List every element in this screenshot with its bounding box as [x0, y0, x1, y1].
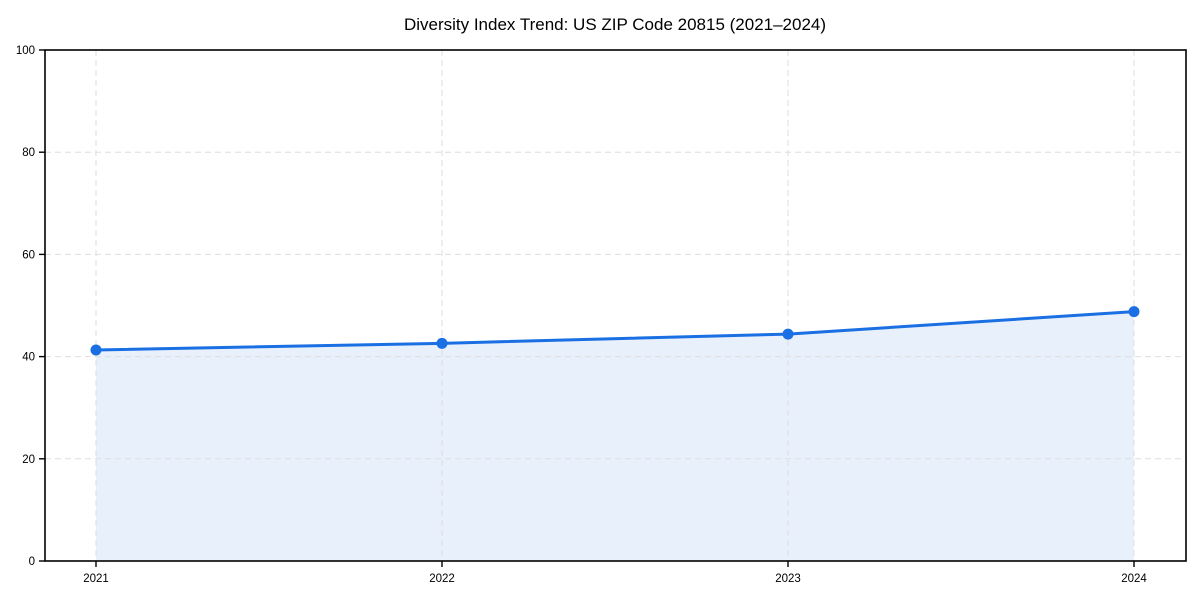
area-fill-layer: [96, 311, 1134, 561]
x-tick-label: 2023: [775, 573, 801, 585]
trend-line-layer: [94, 310, 1136, 352]
tick-labels-layer: 0 20 40 60 80 100 2021 2022 2023 2024: [16, 45, 1148, 585]
y-tick-label: 60: [22, 249, 35, 261]
trend-line: [94, 310, 1136, 352]
x-tick-label: 2021: [83, 573, 109, 585]
y-tick-label: 0: [29, 556, 35, 568]
plot-border: [44, 49, 1187, 562]
area-fill: [96, 311, 1134, 561]
axes-layer: [39, 49, 1187, 567]
data-points-layer: [90, 306, 1140, 356]
data-point: [436, 337, 448, 349]
x-tick-label: 2022: [429, 573, 455, 585]
y-tick-label: 20: [22, 454, 35, 466]
data-point: [90, 344, 102, 356]
data-point: [782, 328, 794, 340]
y-tick-label: 40: [22, 352, 35, 364]
chart-title: Diversity Index Trend: US ZIP Code 20815…: [404, 15, 826, 34]
y-tick-label: 80: [22, 147, 35, 159]
y-tick-label: 100: [16, 45, 35, 57]
x-tick-label: 2024: [1121, 573, 1147, 585]
data-point: [1128, 306, 1140, 318]
